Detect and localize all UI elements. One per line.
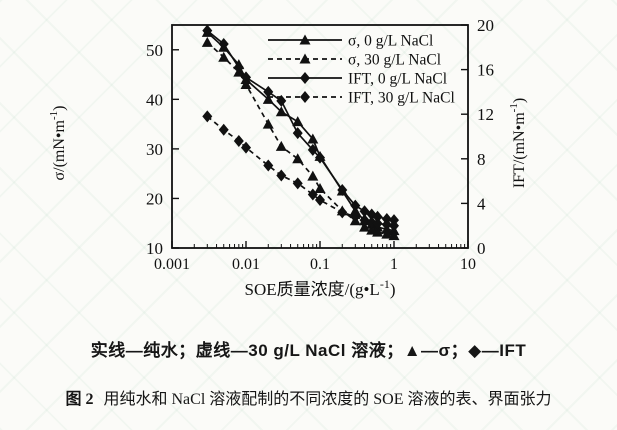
left-axis: 10 20 30 40 50 — [146, 41, 179, 258]
diamond-marker — [233, 61, 244, 74]
diamond-marker — [202, 24, 213, 37]
diamond-marker — [241, 71, 251, 84]
legend-item: σ, 30 g/L NaCl — [268, 52, 441, 69]
triangle-marker — [388, 230, 400, 241]
diamond-marker — [292, 177, 303, 190]
legend: σ, 0 g/L NaCl σ, 30 g/L NaCl IFT, 0 g/L Na… — [268, 33, 455, 107]
right-tick-label: 12 — [477, 105, 494, 124]
triangle-marker — [275, 106, 287, 117]
x-tick-label: 0.1 — [310, 256, 330, 273]
legend-label: σ, 30 g/L NaCl — [348, 52, 441, 69]
triangle-marker — [299, 34, 311, 45]
triangle-marker — [262, 93, 274, 104]
right-tick-label: 16 — [477, 61, 494, 80]
triangle-marker — [275, 140, 287, 151]
diamond-marker — [389, 219, 399, 232]
triangle-marker — [307, 133, 319, 144]
diamond-marker — [292, 127, 303, 140]
legend-label: σ, 0 g/L NaCl — [348, 33, 433, 50]
right-axis-label: IFT/(mN•m-1) — [508, 98, 528, 188]
legend-label: IFT, 30 g/L NaCl — [348, 90, 455, 107]
triangle-marker — [307, 170, 319, 181]
diamond-marker — [307, 143, 318, 156]
triangle-marker — [359, 221, 371, 232]
triangle-marker — [381, 228, 393, 239]
diamond-marker — [300, 91, 310, 103]
triangle-marker — [240, 78, 252, 89]
diamond-marker — [276, 169, 287, 182]
left-tick-label: 30 — [146, 140, 163, 159]
chart-canvas: 0.001 0.01 0.1 1 10 10 20 30 40 50 0 4 8 12 16 20 σ/(mN•… — [48, 16, 528, 299]
right-tick-label: 20 — [477, 16, 494, 35]
triangle-marker — [292, 153, 304, 164]
diamond-marker — [307, 188, 318, 201]
diamond-marker — [218, 37, 229, 50]
legend-item: σ, 0 g/L NaCl — [268, 33, 433, 50]
x-axis: 0.001 0.01 0.1 1 10 — [154, 241, 476, 273]
triangle-marker — [201, 36, 213, 47]
right-tick-label: 4 — [477, 194, 486, 213]
diamond-marker — [233, 134, 244, 147]
left-tick-label: 40 — [146, 90, 163, 109]
series-3 — [202, 110, 399, 232]
figure-chart: 0.001 0.01 0.1 1 10 10 20 30 40 50 0 4 8 12 16 20 σ/(mN•… — [48, 16, 528, 299]
diamond-marker — [315, 151, 325, 164]
left-tick-label: 50 — [146, 41, 163, 60]
right-tick-label: 0 — [477, 239, 486, 258]
triangle-marker — [372, 226, 384, 237]
legend-note: 实线—纯水；虚线—30 g/L NaCl 溶液；▲—σ；◆—IFT — [90, 341, 527, 360]
series-2 — [202, 24, 399, 227]
x-tick-label: 10 — [460, 256, 476, 273]
x-tick-label: 0.001 — [154, 256, 190, 273]
diamond-marker — [263, 159, 274, 172]
legend-label: IFT, 0 g/L NaCl — [348, 71, 447, 88]
diamond-marker — [218, 123, 229, 136]
diamond-marker — [337, 184, 348, 197]
triangle-marker — [292, 116, 304, 127]
x-tick-label: 1 — [390, 256, 398, 273]
diamond-marker — [372, 217, 383, 230]
triangle-marker — [314, 183, 326, 194]
diamond-marker — [372, 210, 383, 223]
legend-item: IFT, 30 g/L NaCl — [268, 90, 455, 107]
triangle-marker — [262, 118, 274, 129]
diamond-marker — [381, 218, 392, 231]
diamond-marker — [263, 85, 274, 98]
diamond-marker — [202, 110, 213, 123]
diamond-marker — [350, 210, 361, 223]
diamond-marker — [359, 214, 370, 227]
triangle-marker — [366, 224, 378, 235]
figure-caption-label: 图 2 — [65, 391, 94, 408]
diamond-marker — [350, 199, 361, 212]
x-tick-label: 0.01 — [232, 256, 260, 273]
diamond-marker — [300, 72, 310, 84]
triangle-marker — [218, 51, 230, 62]
diamond-marker — [241, 141, 251, 154]
right-axis: 0 4 8 12 16 20 — [461, 16, 494, 258]
left-tick-label: 20 — [146, 189, 163, 208]
left-tick-label: 10 — [146, 239, 163, 258]
triangle-marker — [299, 53, 311, 64]
legend-item: IFT, 0 g/L NaCl — [268, 71, 447, 88]
figure-caption: 图 2 用纯水和 NaCl 溶液配制的不同浓度的 SOE 溶液的表、界面张力 — [0, 385, 617, 409]
right-tick-label: 8 — [477, 150, 486, 169]
figure-caption-text: 用纯水和 NaCl 溶液配制的不同浓度的 SOE 溶液的表、界面张力 — [103, 391, 552, 408]
x-axis-label: SOE质量浓度/(g•L-1) — [244, 277, 395, 299]
diamond-marker — [315, 194, 325, 207]
left-axis-label: σ/(mN•m-1) — [48, 106, 68, 181]
diamond-marker — [337, 206, 348, 219]
